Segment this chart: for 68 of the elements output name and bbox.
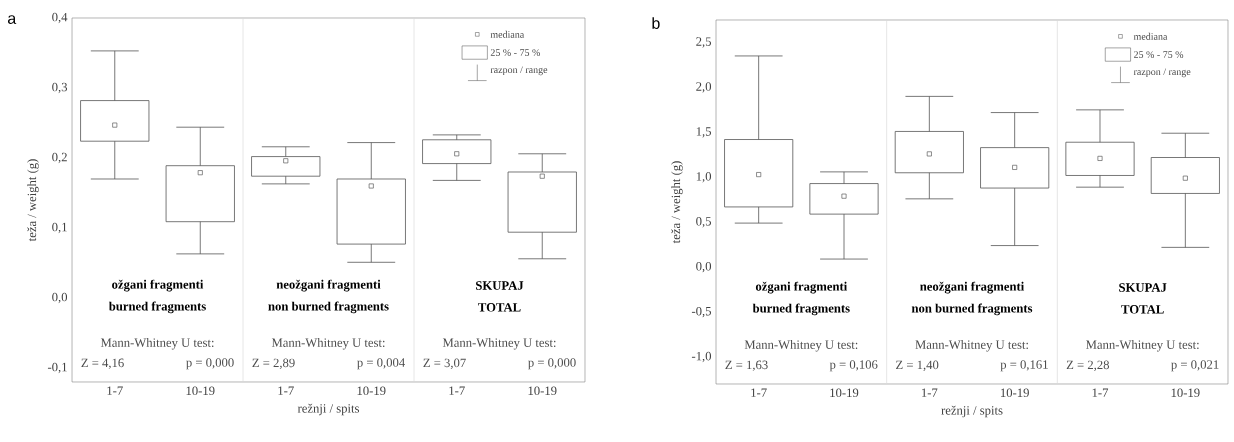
annotation: p = 0,161 [1000,360,1048,372]
annotation: neožgani fragmenti [276,279,381,292]
annotation: mediana [1133,32,1168,40]
y-tick-label: -1,0 [691,351,712,363]
x-tick-label: 10-19 [186,386,215,396]
annotation: Z = 1,63 [725,360,768,371]
y-axis-title: teža / weight (g) [27,159,39,242]
chart-title: b [652,17,660,29]
y-tick-label: 0,2 [52,152,67,164]
annotation: p = 0,000 [186,358,234,370]
annotation: TOTAL [1121,305,1164,314]
annotation: p = 0,000 [528,358,576,370]
y-tick-label: 0,0 [52,292,68,304]
y-tick-label: -0,5 [691,306,712,318]
annotation: mediana [490,30,525,38]
y-tick-label: -0,1 [47,362,67,374]
annotation: burned fragments [108,301,206,314]
y-tick-label: 0,4 [52,12,68,24]
annotation: neožgani fragmenti [920,281,1025,294]
annotation: razpon / range [1133,68,1191,78]
chart-title: a [8,15,17,24]
annotation: p = 0,004 [357,358,405,370]
annotation: non burned fragments [911,303,1033,316]
y-axis-title: teža / weight (g) [671,161,683,244]
x-tick-label: 10-19 [528,386,557,396]
x-tick-label: 10-19 [830,388,859,398]
annotation: SKUPAJ [1119,283,1167,292]
x-axis-title: režnji / spits [941,405,1003,418]
x-axis-title: režnji / spits [297,403,360,416]
x-tick-label: 1-7 [449,386,465,395]
x-tick-label: 10-19 [1001,388,1029,398]
annotation: TOTAL [478,303,521,312]
x-tick-label: 1-7 [751,388,767,397]
x-tick-label: 1-7 [278,386,294,395]
annotation: razpon / range [490,66,548,76]
annotation: Mann-Whitney U test: [442,338,556,350]
annotation: Mann-Whitney U test: [271,338,385,350]
x-tick-label: 10-19 [1171,388,1200,398]
y-tick-label: 0,1 [52,222,67,234]
x-tick-label: 1-7 [107,386,123,395]
annotation: non burned fragments [268,301,389,314]
annotation: burned fragments [752,303,850,316]
annotation: Mann-Whitney U test: [1086,340,1199,352]
y-tick-label: 2,0 [696,82,712,93]
y-tick-label: 1,0 [696,172,712,183]
annotation: Mann-Whitney U test: [744,340,858,352]
annotation: 25 % - 75 % [490,49,540,56]
annotation: p = 0,106 [829,360,878,372]
x-tick-label: 1-7 [1092,388,1109,397]
annotation: ožgani fragmenti [755,281,848,294]
annotation: Z = 3,07 [423,358,466,369]
y-tick-label: 1,5 [696,127,712,138]
annotation: Mann-Whitney U test: [100,338,214,350]
y-tick-label: 0,3 [52,82,68,94]
annotation: p = 0,021 [1171,360,1219,372]
annotation: 25 % - 75 % [1133,51,1184,58]
x-tick-label: 1-7 [922,388,938,397]
y-tick-label: 0,5 [696,217,712,228]
annotation: ožgani fragmenti [112,279,204,292]
annotation: Z = 2,89 [252,358,295,369]
annotation: Z = 2,28 [1066,360,1110,371]
y-tick-label: 0,0 [696,261,712,273]
annotation: SKUPAJ [476,281,524,290]
annotation: Z = 4,16 [81,358,124,369]
annotation: Mann-Whitney U test: [915,340,1028,352]
annotation: Z = 1,40 [896,360,939,371]
x-tick-label: 10-19 [357,386,386,396]
y-tick-label: 2,5 [696,37,712,48]
